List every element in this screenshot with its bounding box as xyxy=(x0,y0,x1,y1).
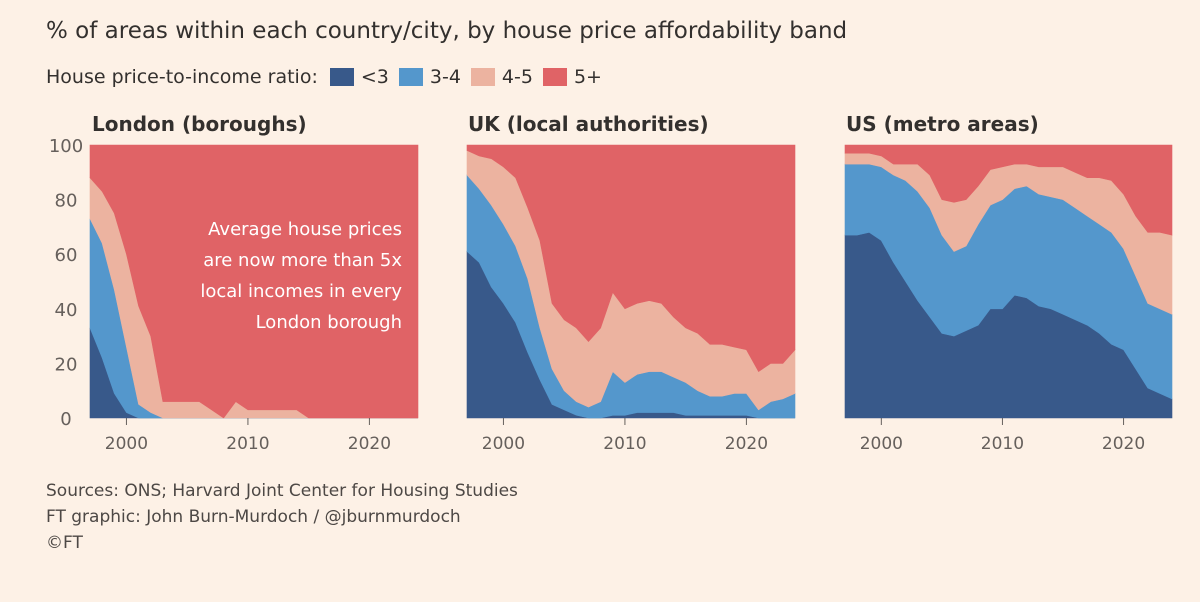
chart-panel-uk: 2000 2010 2020 xyxy=(466,144,796,454)
y-tick-label-40: 40 xyxy=(55,300,78,321)
legend-label-4-5: 4-5 xyxy=(501,66,533,88)
legend-label-3-4: 3-4 xyxy=(429,66,461,88)
y-tick-label-60: 60 xyxy=(55,245,78,266)
legend-swatch-3-4 xyxy=(398,68,423,86)
area-series-5plus-uk xyxy=(466,144,796,373)
chart-panel-london: 2000 2010 2020 Average house prices are now … xyxy=(89,144,419,454)
legend-swatch-lt3 xyxy=(329,68,354,86)
area-series-5plus-us xyxy=(844,144,1173,236)
panel-title-us: US (metro areas) xyxy=(846,112,1039,136)
x-tick-label-2020-us: 2020 xyxy=(1102,434,1145,454)
annotation-line-1: Average house prices xyxy=(208,219,402,240)
footer: Sources: ONS; Harvard Joint Center for H… xyxy=(46,478,518,556)
x-tick-label-2000-london: 2000 xyxy=(105,434,148,454)
annotation-line-3: local incomes in every xyxy=(200,281,402,302)
panel-title-london: London (boroughs) xyxy=(92,112,307,136)
y-tick-label-0: 0 xyxy=(60,409,71,430)
legend-label-5plus: 5+ xyxy=(573,66,602,88)
x-tick-label-2000-uk: 2000 xyxy=(482,434,525,454)
footer-graphic-credit: FT graphic: John Burn-Murdoch / @jburnmu… xyxy=(46,507,461,527)
panel-title-uk: UK (local authorities) xyxy=(468,112,709,136)
footer-sources: Sources: ONS; Harvard Joint Center for H… xyxy=(46,481,518,501)
legend-title: House price-to-income ratio: xyxy=(46,66,318,88)
legend-label-lt3: <3 xyxy=(360,66,389,88)
area-series-5plus-london xyxy=(89,144,419,419)
legend-item-5plus: 5+ xyxy=(542,66,602,88)
legend-item-4-5: 4-5 xyxy=(470,66,533,88)
x-tick-label-2010-london: 2010 xyxy=(226,434,269,454)
y-tick-label-80: 80 xyxy=(55,191,78,212)
annotation-line-2: are now more than 5x xyxy=(203,250,402,271)
x-tick-label-2010-us: 2010 xyxy=(981,434,1024,454)
legend-item-lt3: <3 xyxy=(329,66,389,88)
chart-panel-us: 2000 2010 2020 xyxy=(844,144,1173,454)
x-tick-label-2000-us: 2000 xyxy=(860,434,903,454)
x-tick-label-2010-uk: 2010 xyxy=(603,434,646,454)
x-tick-label-2020-uk: 2020 xyxy=(725,434,768,454)
legend-swatch-4-5 xyxy=(470,68,495,86)
chart-subtitle: % of areas within each country/city, by … xyxy=(46,18,848,44)
legend: House price-to-income ratio: <3 3-4 4-5 … xyxy=(46,66,612,88)
annotation-line-4: London borough xyxy=(256,312,402,333)
y-tick-label-100: 100 xyxy=(49,136,83,157)
legend-item-3-4: 3-4 xyxy=(398,66,461,88)
legend-swatch-5plus xyxy=(542,68,567,86)
y-tick-label-20: 20 xyxy=(55,354,78,375)
x-tick-label-2020-london: 2020 xyxy=(348,434,391,454)
footer-copyright: ©FT xyxy=(46,533,83,553)
